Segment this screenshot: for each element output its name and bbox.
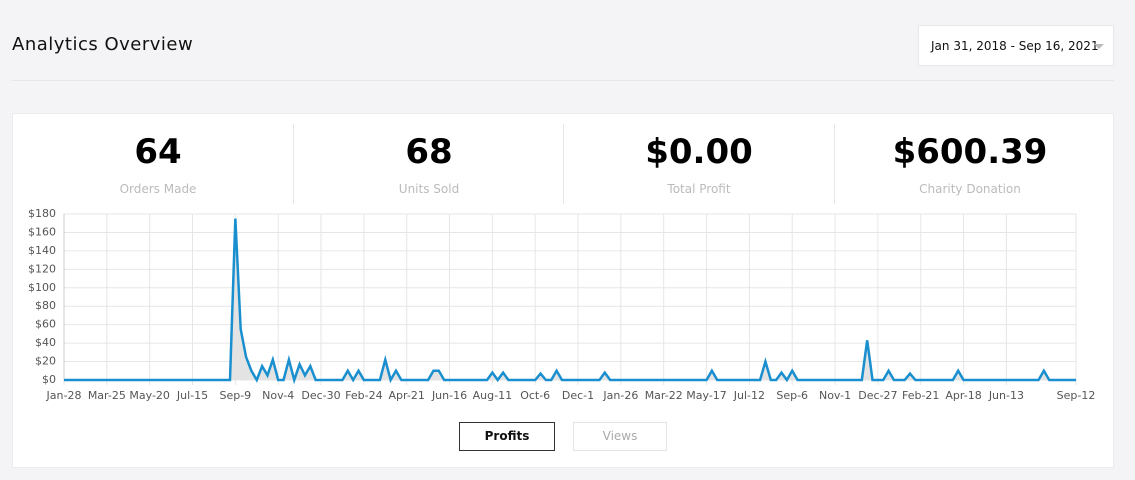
y-tick-label: $40 [35,336,56,349]
date-range: Jan 31, 2018 - Sep 16, 2021 [931,39,1099,53]
separator [12,80,1114,81]
analytics-card: 64 Orders Made 68 Units Sold $0.00 Total Pr… [12,113,1114,468]
x-tick-label: Dec-30 [301,389,340,402]
x-tick-label: Nov-4 [262,389,294,402]
x-tick-label: Sep-6 [776,389,808,402]
x-tick-label: Apr-18 [945,389,981,402]
y-tick-label: $100 [28,281,56,294]
y-tick-label: $140 [28,244,56,257]
stat-value: 64 [134,132,182,172]
stat-label: Units Sold [398,182,460,196]
x-tick-label: Oct-6 [520,389,550,402]
x-tick-label: Jun-13 [988,389,1024,402]
x-tick-label: Jul-12 [733,389,765,402]
x-tick-label: Dec-1 [562,389,594,402]
stat: $0.00 Total Profit [563,124,834,204]
x-tick-label: May-20 [129,389,170,402]
y-tick-label: $160 [28,225,56,238]
y-tick-label: $180 [28,207,56,220]
x-tick-label: Jan-26 [602,389,638,402]
x-tick-label: Apr-21 [389,389,425,402]
x-tick-label: Sep-12 [1057,389,1096,402]
page-title: Analytics Overview [12,34,194,55]
stat: 64 Orders Made [23,124,293,204]
profits-button[interactable]: Profits [459,422,555,451]
x-tick-label: Sep-9 [219,389,251,402]
stat-label: Charity Donation [919,182,1021,196]
stat-value: 68 [405,132,453,172]
stat-value: $0.00 [645,132,753,172]
x-tick-label: Feb-21 [902,389,939,402]
line [64,218,1076,385]
caret [1094,44,1104,49]
x-tick-label: May-17 [686,389,727,402]
x-tick-label: Nov-1 [819,389,851,402]
x-tick-label: Aug-11 [473,389,512,402]
y-tick-label: $120 [28,262,56,275]
x-tick-label: Jun-16 [431,389,467,402]
x-tick-label: Mar-22 [645,389,683,402]
stat-label: Orders Made [119,182,197,196]
x-tick-label: Jan-28 [46,389,82,402]
x-tick-label: Mar-25 [88,389,126,402]
views-button[interactable]: Views [573,422,667,451]
date-range-dropdown[interactable]: Jan 31, 2018 - Sep 16, 2021 [918,25,1114,66]
stat: $600.39 Charity Donation [834,124,1105,204]
y-tick-label: $60 [35,318,56,331]
y-tick-label: $0 [42,373,56,386]
stat: 68 Units Sold [293,124,564,204]
area [64,218,1076,380]
y-tick-label: $80 [35,299,56,312]
stat-value: $600.39 [892,132,1048,172]
x-tick-label: Jul-15 [176,389,208,402]
stat-label: Total Profit [667,182,731,196]
x-tick-label: Feb-24 [345,389,382,402]
x-tick-label: Dec-27 [858,389,897,402]
y-tick-label: $20 [35,355,56,368]
